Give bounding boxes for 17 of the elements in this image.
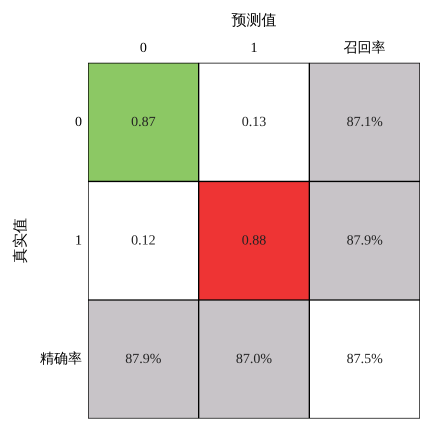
data-label: 87.9% <box>346 233 384 248</box>
x-tick-label: 1 <box>250 41 258 56</box>
data-label: 87.0% <box>236 352 272 367</box>
data-label: 0.12 <box>131 233 156 248</box>
x-axis-title: 预测值 <box>232 12 276 29</box>
y-axis-title: 真实值 <box>12 218 29 264</box>
data-label: 87.5% <box>346 352 384 367</box>
data-label: 87.1% <box>346 114 384 130</box>
x-tick-label: 召回率 <box>344 40 386 56</box>
data-label: 0.13 <box>242 114 266 130</box>
x-tick-label: 0 <box>140 41 147 56</box>
data-label: 0.88 <box>242 233 266 248</box>
y-tick-label: 1 <box>75 233 82 248</box>
data-label: 87.9% <box>125 352 162 367</box>
data-label: 0.87 <box>131 114 156 130</box>
y-tick-label: 精确率 <box>40 350 82 367</box>
y-tick-label: 0 <box>75 114 82 130</box>
